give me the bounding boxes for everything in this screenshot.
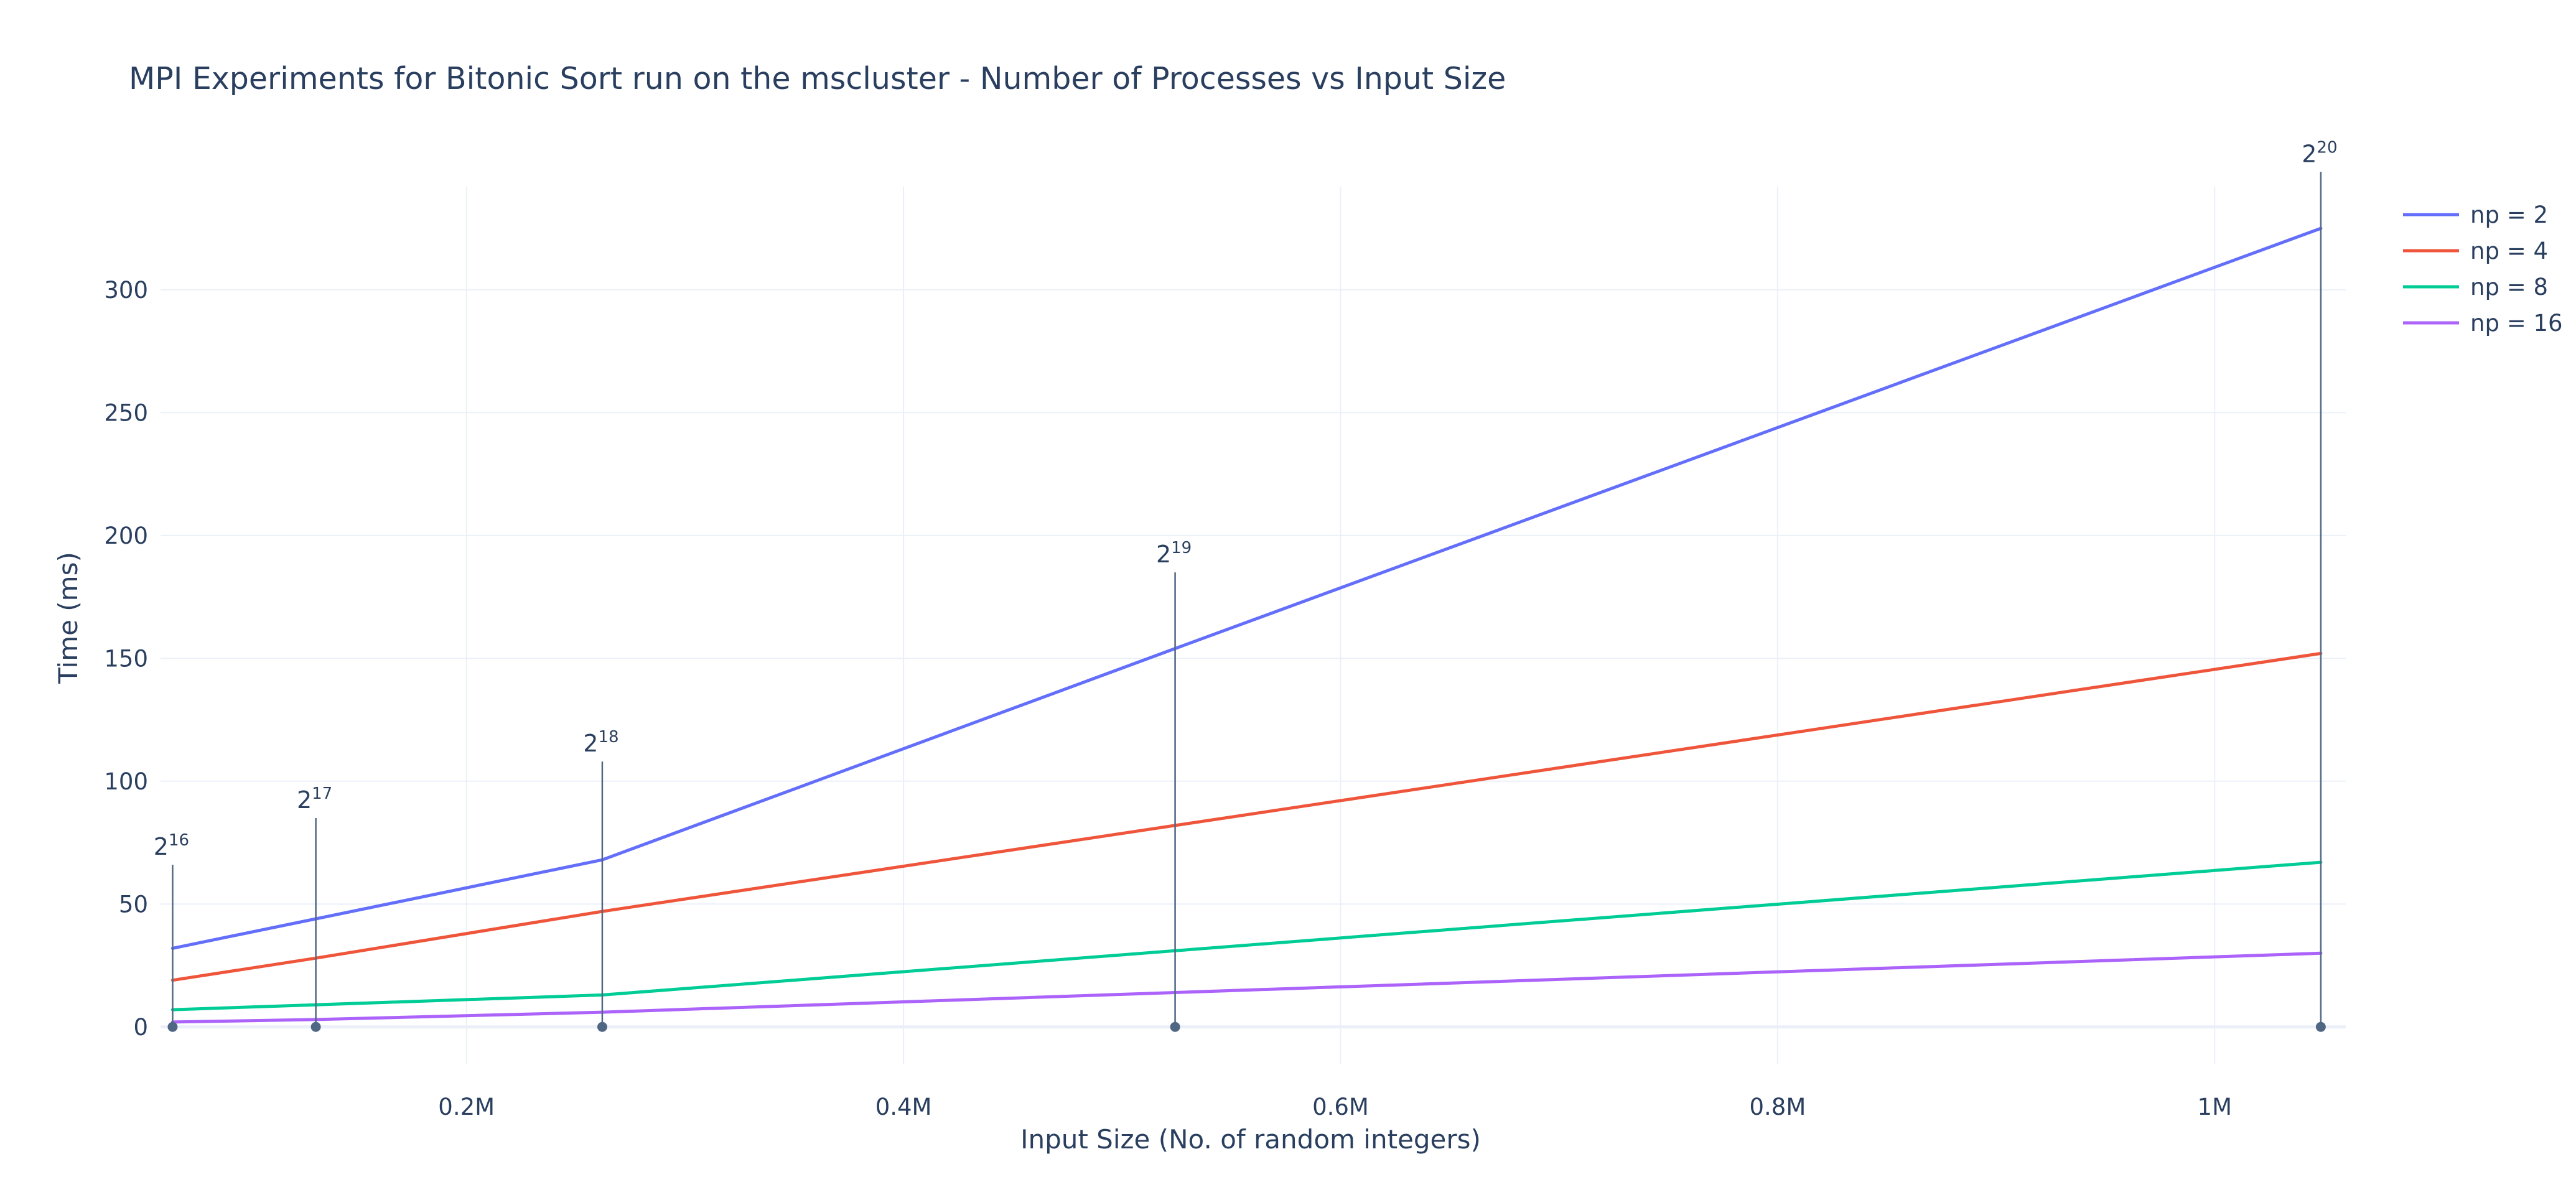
chart-title: MPI Experiments for Bitonic Sort run on …: [129, 61, 1506, 96]
legend-item[interactable]: np = 8: [2403, 274, 2548, 300]
annotation-marker: [597, 1021, 607, 1032]
y-tick-label: 0: [133, 1014, 148, 1041]
annotation-exponent: 20: [2317, 138, 2337, 157]
annotation-label: 219: [1156, 539, 1192, 568]
legend-label: np = 16: [2470, 310, 2563, 337]
y-tick-label: 250: [104, 399, 148, 426]
annotation-label: 216: [154, 831, 189, 860]
legend-label: np = 4: [2470, 238, 2548, 264]
annotation-base: 2: [297, 786, 312, 814]
y-tick-label: 50: [119, 891, 148, 918]
legend[interactable]: np = 2 np = 4 np = 8 np = 16: [2403, 202, 2563, 337]
x-tick-label: 0.2M: [438, 1094, 495, 1120]
x-tick-label: 0.6M: [1312, 1094, 1369, 1120]
annotation-label: 217: [297, 784, 332, 814]
y-axis-label: Time (ms): [53, 552, 83, 684]
annotation-label: 220: [2302, 138, 2337, 167]
x-tick-label: 0.8M: [1749, 1094, 1806, 1120]
y-tick-label: 300: [104, 277, 148, 304]
annotation-base: 2: [154, 833, 169, 860]
annotation-marker: [1170, 1021, 1180, 1032]
annotation-label: 218: [583, 728, 618, 757]
y-tick-label: 100: [104, 768, 148, 795]
legend-label: np = 2: [2470, 202, 2548, 228]
legend-item[interactable]: np = 2: [2403, 202, 2548, 228]
series-line-np-8: [170, 860, 2323, 1012]
x-tick-label: 1M: [2198, 1094, 2232, 1120]
annotation-exponent: 18: [598, 728, 618, 747]
legend-item[interactable]: np = 4: [2403, 238, 2548, 264]
annotation-marker: [310, 1021, 321, 1032]
y-tick-label: 200: [104, 523, 148, 549]
series-layer: [170, 226, 2323, 1024]
annotation-exponent: 16: [169, 831, 189, 850]
legend-label: np = 8: [2470, 274, 2548, 300]
annotation-base: 2: [583, 730, 598, 757]
axis-layer: 0.2M 0.4M 0.6M 0.8M 1M 0 50 100 150 200 250 300: [104, 277, 2232, 1120]
x-tick-label: 0.4M: [875, 1094, 932, 1120]
annotation-exponent: 17: [312, 784, 332, 803]
annotation-marker: [167, 1021, 178, 1032]
series-line-np-16: [170, 951, 2323, 1024]
x-axis-label: Input Size (No. of random integers): [1020, 1124, 1481, 1155]
annotation-base: 2: [1156, 541, 1171, 568]
y-tick-label: 150: [104, 645, 148, 672]
series-line-np-2: [170, 226, 2323, 950]
series-line-np-4: [170, 651, 2323, 982]
grid-layer: [161, 187, 2346, 1064]
annotation-exponent: 19: [1171, 539, 1192, 557]
annotation-base: 2: [2302, 140, 2317, 167]
legend-item[interactable]: np = 16: [2403, 310, 2563, 337]
annotation-marker: [2315, 1021, 2326, 1032]
